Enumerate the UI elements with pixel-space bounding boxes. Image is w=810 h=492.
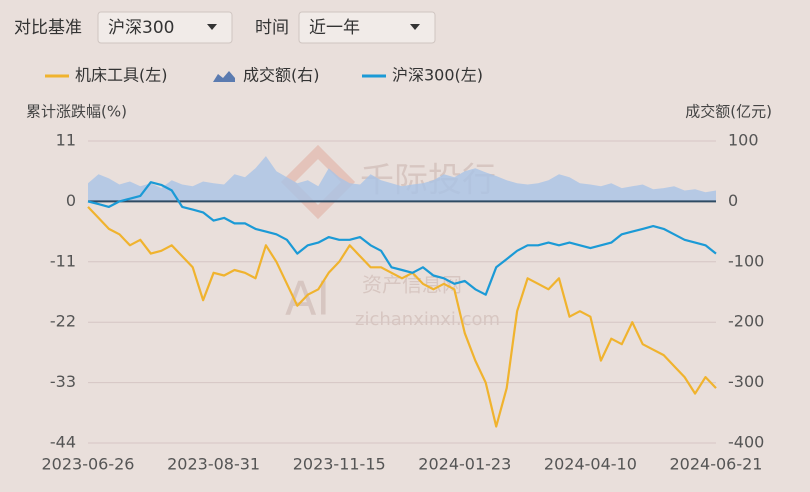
y-tick-label: 0	[66, 191, 76, 210]
legend-swatch[interactable]	[213, 71, 235, 82]
x-tick-label: 2024-06-21	[670, 455, 763, 474]
legend-item[interactable]: 沪深300(左)	[362, 66, 483, 85]
legend-label[interactable]: 机床工具(左)	[75, 66, 168, 85]
select-box[interactable]	[298, 11, 436, 44]
watermark-icon	[280, 144, 356, 220]
period-value[interactable]: 近一年	[309, 18, 360, 38]
benchmark-select[interactable]: 沪深300	[97, 11, 233, 44]
y-tick-label: 11	[56, 131, 76, 150]
y2-tick-label: 0	[728, 191, 738, 210]
legend-item[interactable]: 机床工具(左)	[45, 66, 168, 85]
x-tick-label: 2023-11-15	[293, 455, 386, 474]
select-box[interactable]	[97, 11, 233, 44]
plot-area	[87, 140, 717, 444]
y-tick-label: -33	[50, 372, 76, 391]
y2-tick-label: -100	[728, 251, 764, 270]
x-tick-label: 2024-04-10	[544, 455, 637, 474]
x-tick-label: 2024-01-23	[418, 455, 511, 474]
benchmark-label: 对比基准	[14, 18, 82, 38]
watermark-url: zichanxinxi.com	[355, 309, 500, 330]
legend-item[interactable]: 成交额(右)	[213, 66, 320, 85]
dropdown-arrow[interactable]	[207, 24, 217, 30]
turnover-area	[88, 156, 716, 202]
x-tick-label: 2023-08-31	[167, 455, 260, 474]
watermark-logo: AI	[285, 272, 330, 326]
period-select[interactable]: 近一年	[298, 11, 436, 44]
y2-tick-label: -300	[728, 372, 764, 391]
y2-tick-label: -400	[728, 433, 764, 452]
legend-label[interactable]: 成交额(右)	[243, 66, 320, 85]
y-tick-label: -22	[50, 312, 76, 331]
y2-axis-title: 成交额(亿元)	[685, 103, 772, 121]
dropdown-arrow[interactable]	[410, 24, 420, 30]
y-tick-label: -44	[50, 433, 76, 452]
benchmark-value[interactable]: 沪深300	[108, 18, 174, 38]
series-line	[87, 181, 717, 296]
y2-tick-label: 100	[728, 131, 759, 150]
y-axis-title: 累计涨跌幅(%)	[26, 103, 127, 121]
y-tick-label: -11	[50, 251, 76, 270]
series-line	[87, 206, 717, 428]
y2-tick-label: -200	[728, 312, 764, 331]
period-label: 时间	[255, 18, 289, 38]
x-tick-label: 2023-06-26	[42, 455, 135, 474]
legend-label[interactable]: 沪深300(左)	[392, 66, 483, 85]
